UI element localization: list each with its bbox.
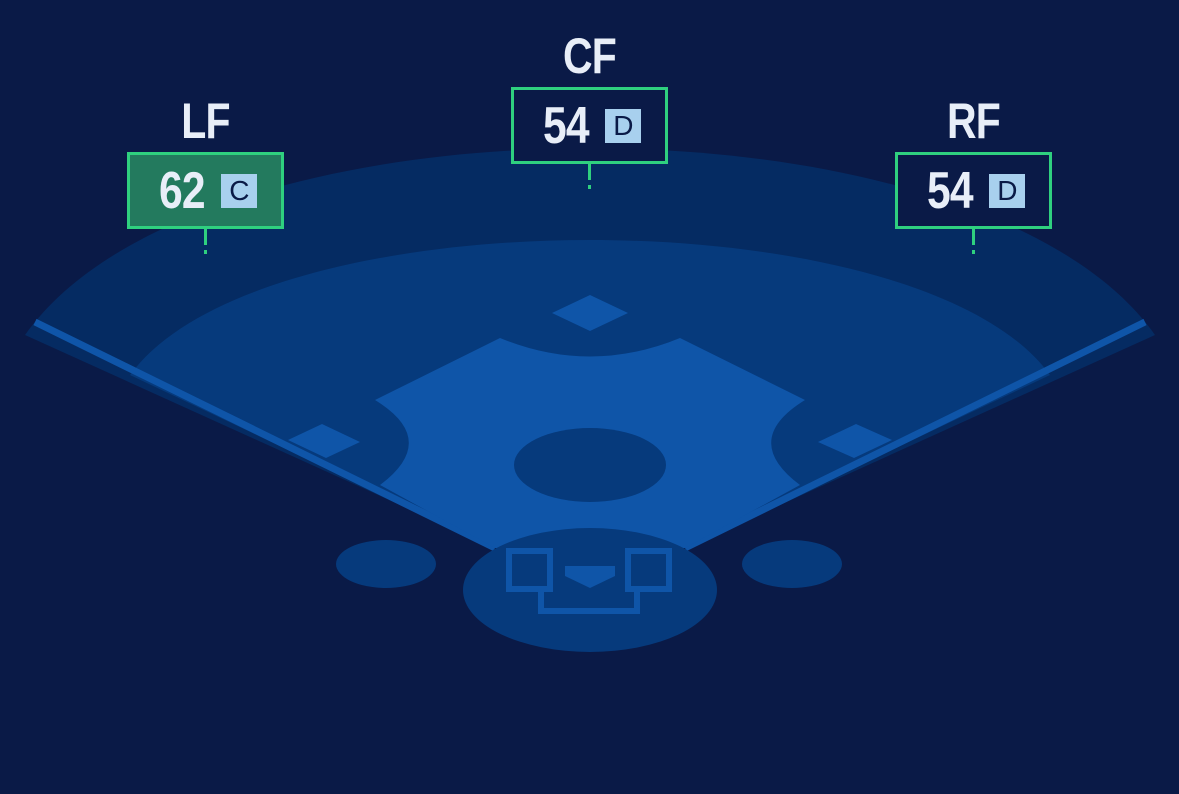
position-lf: LF 62 C [127, 96, 284, 254]
marker-line [588, 164, 591, 180]
catchers-box [538, 589, 640, 614]
grade-badge: D [989, 173, 1026, 208]
left-foul-line [33, 318, 497, 552]
pitchers-mound [514, 428, 666, 502]
position-label: RF [946, 93, 1001, 149]
position-rf: RF 54 D [895, 96, 1052, 254]
marker-dot [972, 250, 975, 254]
home-plate-area [463, 528, 717, 652]
right-foul-line [683, 318, 1147, 552]
batters-box-left [506, 548, 553, 592]
marker-dot [588, 185, 591, 189]
batters-box-right [625, 548, 672, 592]
rating-box[interactable]: 62 C [127, 152, 284, 229]
grade-badge: D [605, 108, 642, 143]
first-base [818, 424, 892, 458]
third-base [288, 424, 360, 458]
second-base [552, 295, 628, 331]
position-label: LF [181, 93, 230, 149]
home-plate [565, 566, 615, 588]
rating-value: 62 [158, 161, 206, 220]
rating-box[interactable]: 54 D [895, 152, 1052, 229]
grade-badge: C [221, 173, 258, 208]
position-cf: CF 54 D [511, 31, 668, 189]
position-label: CF [562, 28, 617, 84]
on-deck-circle-right [742, 540, 842, 588]
marker-line [204, 229, 207, 245]
rating-value: 54 [926, 161, 974, 220]
marker-dot [204, 250, 207, 254]
rating-value: 54 [542, 96, 590, 155]
on-deck-circle-left [336, 540, 436, 588]
marker-line [972, 229, 975, 245]
rating-box[interactable]: 54 D [511, 87, 668, 164]
